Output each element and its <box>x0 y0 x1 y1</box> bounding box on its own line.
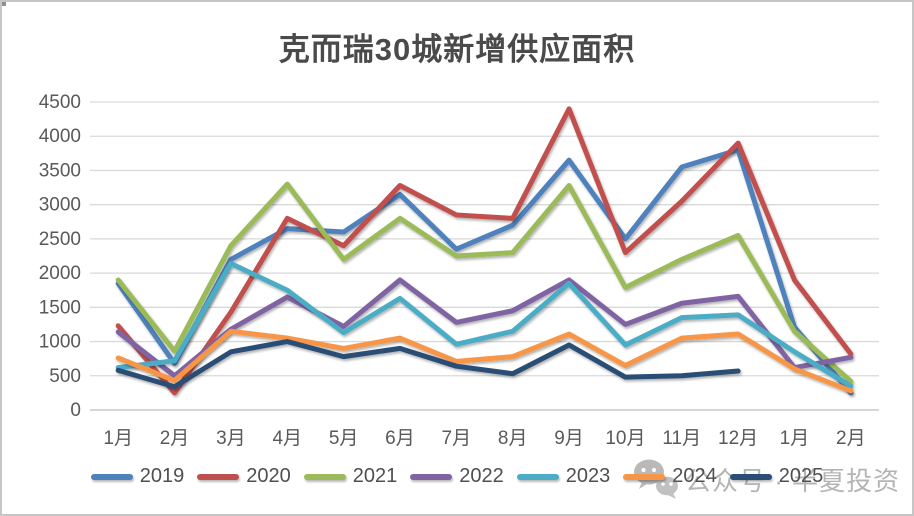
x-tick-label: 8月 <box>498 428 528 449</box>
y-tick-label: 1500 <box>39 297 81 318</box>
x-tick-label: 3月 <box>216 428 246 449</box>
x-tick-label: 5月 <box>329 428 359 449</box>
legend-swatch-2019 <box>90 473 133 480</box>
series-line-2021 <box>115 181 854 384</box>
y-tick-label: 4500 <box>39 92 81 113</box>
x-tick-label: 10月 <box>605 428 645 449</box>
y-tick-label: 500 <box>49 366 81 387</box>
x-tick-label: 9月 <box>554 428 584 449</box>
corner-mark <box>2 2 6 6</box>
legend-label-2024: 2024 <box>672 465 717 487</box>
x-tick-label: 2月 <box>160 428 190 449</box>
y-tick-label: 0 <box>70 400 81 421</box>
x-tick-label: 12月 <box>718 428 758 449</box>
x-tick-label: 11月 <box>662 428 701 449</box>
legend-label-2025: 2025 <box>778 465 824 487</box>
series-line-2023 <box>115 261 854 389</box>
legend-swatch-2021 <box>303 473 346 480</box>
legend-swatch-2023 <box>516 473 559 480</box>
series-line-2025 <box>115 339 741 390</box>
legend-label-2023: 2023 <box>565 465 611 487</box>
series-line-2024 <box>115 328 854 394</box>
legend-swatch-2020 <box>197 473 240 480</box>
y-tick-label: 2000 <box>39 263 81 284</box>
series-line-2020 <box>115 106 854 396</box>
legend-item-2021: 2021 <box>303 465 398 488</box>
legend-item-2020: 2020 <box>197 465 291 488</box>
x-tick-label: 6月 <box>385 428 415 449</box>
legend-item-2024: 2024 <box>623 465 717 488</box>
x-tick-label: 4月 <box>272 428 302 449</box>
legend-label-2020: 2020 <box>246 465 291 487</box>
y-tick-label: 1000 <box>39 332 81 353</box>
x-tick-label: 1月 <box>780 428 810 449</box>
legend-item-2019: 2019 <box>90 465 185 488</box>
chart-title: 克而瑞30城新增供应面积 <box>278 32 636 67</box>
legend-label-2021: 2021 <box>352 465 398 487</box>
legend-swatch-2022 <box>410 473 453 480</box>
y-tick-label: 4000 <box>39 126 81 147</box>
x-tick-label: 7月 <box>442 428 472 449</box>
legend: 2019 2020 2021 2022 2023 2024 2025 <box>2 465 912 488</box>
legend-label-2022: 2022 <box>459 465 504 487</box>
x-tick-label: 1月 <box>103 428 133 449</box>
x-tick-label: 2月 <box>836 428 866 449</box>
legend-item-2025: 2025 <box>729 465 824 488</box>
series-line-2022 <box>115 277 854 379</box>
y-tick-label: 3000 <box>39 195 81 216</box>
legend-swatch-2025 <box>729 473 772 480</box>
legend-swatch-2024 <box>623 473 666 480</box>
y-tick-label: 3500 <box>39 160 81 181</box>
y-tick-label: 2500 <box>39 229 81 250</box>
legend-item-2022: 2022 <box>410 465 504 488</box>
legend-item-2023: 2023 <box>516 465 611 488</box>
legend-label-2019: 2019 <box>139 465 185 487</box>
